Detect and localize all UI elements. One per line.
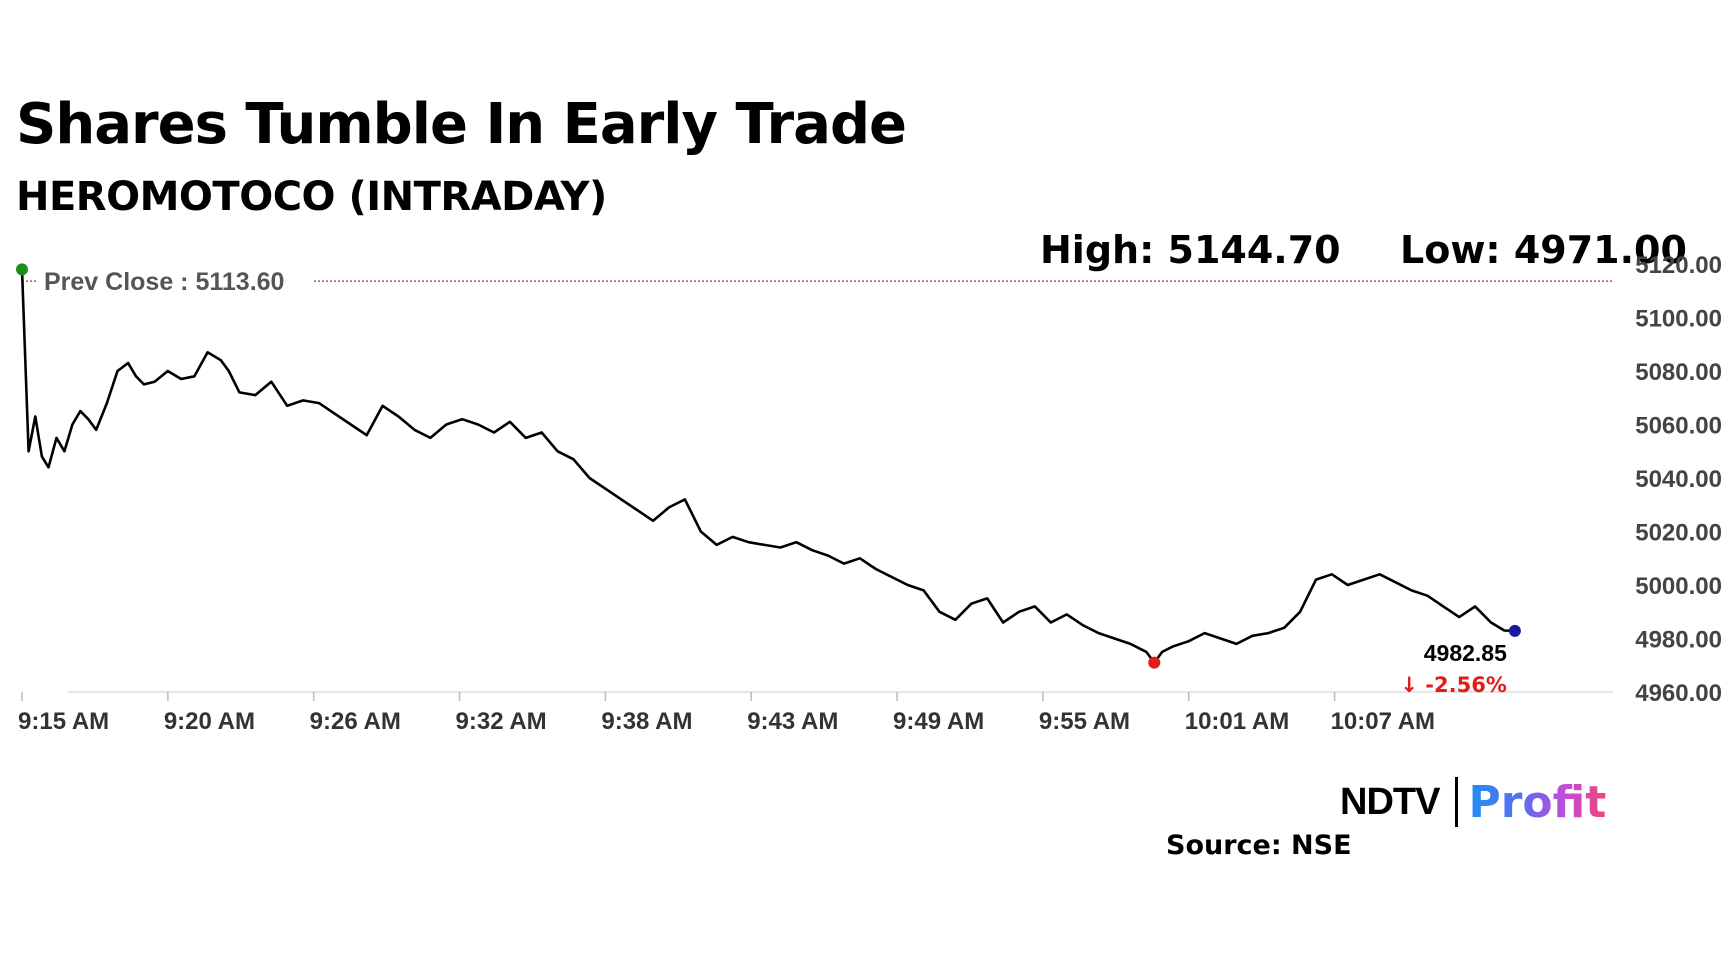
last-price-label: 4982.85 — [1424, 640, 1507, 666]
source-note: Source: NSE — [1166, 830, 1352, 861]
chart-subtitle: HEROMOTOCO (INTRADAY) — [16, 174, 607, 220]
x-tick-label: 9:38 AM — [601, 708, 692, 735]
price-change-label: ↓ -2.56% — [1400, 673, 1506, 697]
prev-close-label-bg — [36, 265, 314, 298]
day-low-marker — [1148, 656, 1161, 669]
y-tick-label: 5080.00 — [1635, 359, 1722, 386]
x-tick-label: 9:20 AM — [164, 708, 255, 735]
y-tick-label: 5020.00 — [1635, 520, 1722, 547]
x-tick-label: 9:32 AM — [456, 708, 547, 735]
y-tick-label: 4960.00 — [1635, 680, 1722, 707]
y-tick-label: 4980.00 — [1635, 627, 1722, 654]
x-tick-label: 10:01 AM — [1185, 708, 1289, 735]
start-point-marker — [16, 263, 28, 276]
day-high-stat: High: 5144.70 — [1040, 228, 1341, 272]
x-tick-label: 10:07 AM — [1331, 708, 1435, 735]
y-tick-label: 5100.00 — [1635, 306, 1722, 333]
x-tick-label: 9:43 AM — [747, 708, 838, 735]
prev-close-label: Prev Close : 5113.60 — [44, 268, 284, 296]
ndtv-profit-logo: NDTV Profit — [1340, 776, 1606, 828]
chart-title: Shares Tumble In Early Trade — [16, 92, 907, 157]
y-tick-label: 5120.00 — [1635, 252, 1722, 279]
y-tick-label: 5000.00 — [1635, 573, 1722, 600]
logo-profit-text: Profit — [1468, 776, 1607, 828]
x-tick-label: 9:26 AM — [310, 708, 401, 735]
y-tick-label: 5060.00 — [1635, 413, 1722, 440]
logo-ndtv-text: NDTV — [1340, 780, 1440, 823]
y-tick-label: 5040.00 — [1635, 466, 1722, 493]
x-tick-label: 9:55 AM — [1039, 708, 1130, 735]
logo-separator — [1455, 777, 1459, 827]
price-series-line — [20, 269, 1515, 664]
day-low-stat: Low: 4971.00 — [1400, 228, 1687, 272]
last-price-marker — [1508, 624, 1521, 637]
x-tick-label: 9:49 AM — [893, 708, 984, 735]
x-tick-label: 9:15 AM — [18, 708, 109, 735]
